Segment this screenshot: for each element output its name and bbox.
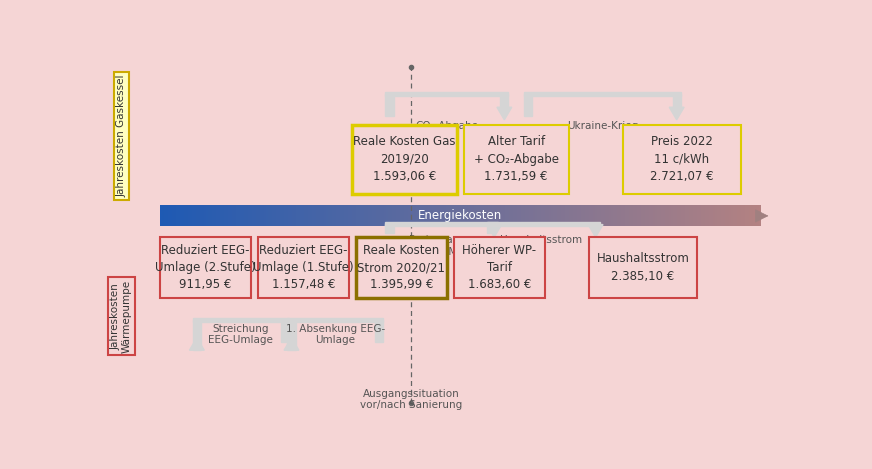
FancyBboxPatch shape [258,237,349,298]
Text: Haushaltsstrom: Haushaltsstrom [501,235,582,245]
Text: + CO₂-Abgabe: + CO₂-Abgabe [473,153,559,166]
Text: Jahreskosten
Wärmepumpe: Jahreskosten Wärmepumpe [111,280,132,353]
Text: 1.731,59 €: 1.731,59 € [485,170,548,183]
Polygon shape [288,320,296,350]
Text: 1. Absenkung EEG-
Umlage: 1. Absenkung EEG- Umlage [286,324,385,345]
Polygon shape [487,224,495,233]
Text: Haushaltsstrom: Haushaltsstrom [596,252,690,265]
Polygon shape [501,94,508,107]
Text: Reale Kosten: Reale Kosten [363,244,439,257]
Polygon shape [284,338,299,350]
Text: 1.395,99 €: 1.395,99 € [370,279,433,291]
Text: Preis 2022: Preis 2022 [651,136,712,148]
Polygon shape [669,107,685,120]
Polygon shape [385,92,508,96]
FancyBboxPatch shape [352,125,457,194]
Text: 911,95 €: 911,95 € [179,279,231,291]
Text: Höherer WP-: Höherer WP- [462,244,536,257]
Polygon shape [487,225,501,237]
Polygon shape [288,318,384,322]
Text: Ukraine-Krieg: Ukraine-Krieg [567,121,638,131]
Text: Jahreskosten Gaskessel: Jahreskosten Gaskessel [116,75,126,197]
Text: CO₂-Abgabe: CO₂-Abgabe [415,121,479,131]
FancyBboxPatch shape [160,237,251,298]
Text: Umlage (1.Stufe): Umlage (1.Stufe) [253,261,354,274]
Polygon shape [588,225,603,237]
Text: 1.593,06 €: 1.593,06 € [373,170,436,183]
Polygon shape [189,338,204,350]
Text: 2.721,07 €: 2.721,07 € [650,170,713,183]
Text: 2019/20: 2019/20 [380,153,429,166]
Polygon shape [281,320,289,341]
Polygon shape [385,222,498,227]
Text: Umlage (2.Stufe): Umlage (2.Stufe) [155,261,255,274]
Polygon shape [487,222,600,227]
Text: Reale Kosten Gas: Reale Kosten Gas [353,136,456,148]
Text: Streichung
EEG-Umlage: Streichung EEG-Umlage [208,324,273,345]
Text: 1.683,60 €: 1.683,60 € [467,279,531,291]
Text: 2.385,10 €: 2.385,10 € [611,270,675,283]
Text: 11 c/kWh: 11 c/kWh [654,153,709,166]
Text: Strom 2020/21: Strom 2020/21 [358,261,446,274]
Polygon shape [193,318,289,322]
FancyBboxPatch shape [589,237,697,298]
Text: Energiekosten: Energiekosten [419,209,502,222]
Text: Alter Tarif: Alter Tarif [487,136,545,148]
Polygon shape [375,320,384,341]
Polygon shape [497,107,512,120]
Text: Preisspanne
auf dem Markt: Preisspanne auf dem Markt [402,235,478,257]
Polygon shape [524,94,532,116]
Polygon shape [672,94,681,107]
FancyBboxPatch shape [623,125,741,194]
Polygon shape [385,94,393,116]
Polygon shape [524,92,681,96]
FancyBboxPatch shape [464,125,569,194]
Text: 1.157,48 €: 1.157,48 € [271,279,335,291]
Text: Ausgangssituation
vor/nach Sanierung: Ausgangssituation vor/nach Sanierung [360,389,462,410]
FancyBboxPatch shape [453,237,545,298]
Polygon shape [193,320,201,350]
Text: Reduziert EEG-: Reduziert EEG- [161,244,249,257]
Text: Tarif: Tarif [487,261,512,274]
Text: Reduziert EEG-: Reduziert EEG- [259,244,348,257]
FancyBboxPatch shape [356,237,446,298]
Polygon shape [385,224,393,233]
